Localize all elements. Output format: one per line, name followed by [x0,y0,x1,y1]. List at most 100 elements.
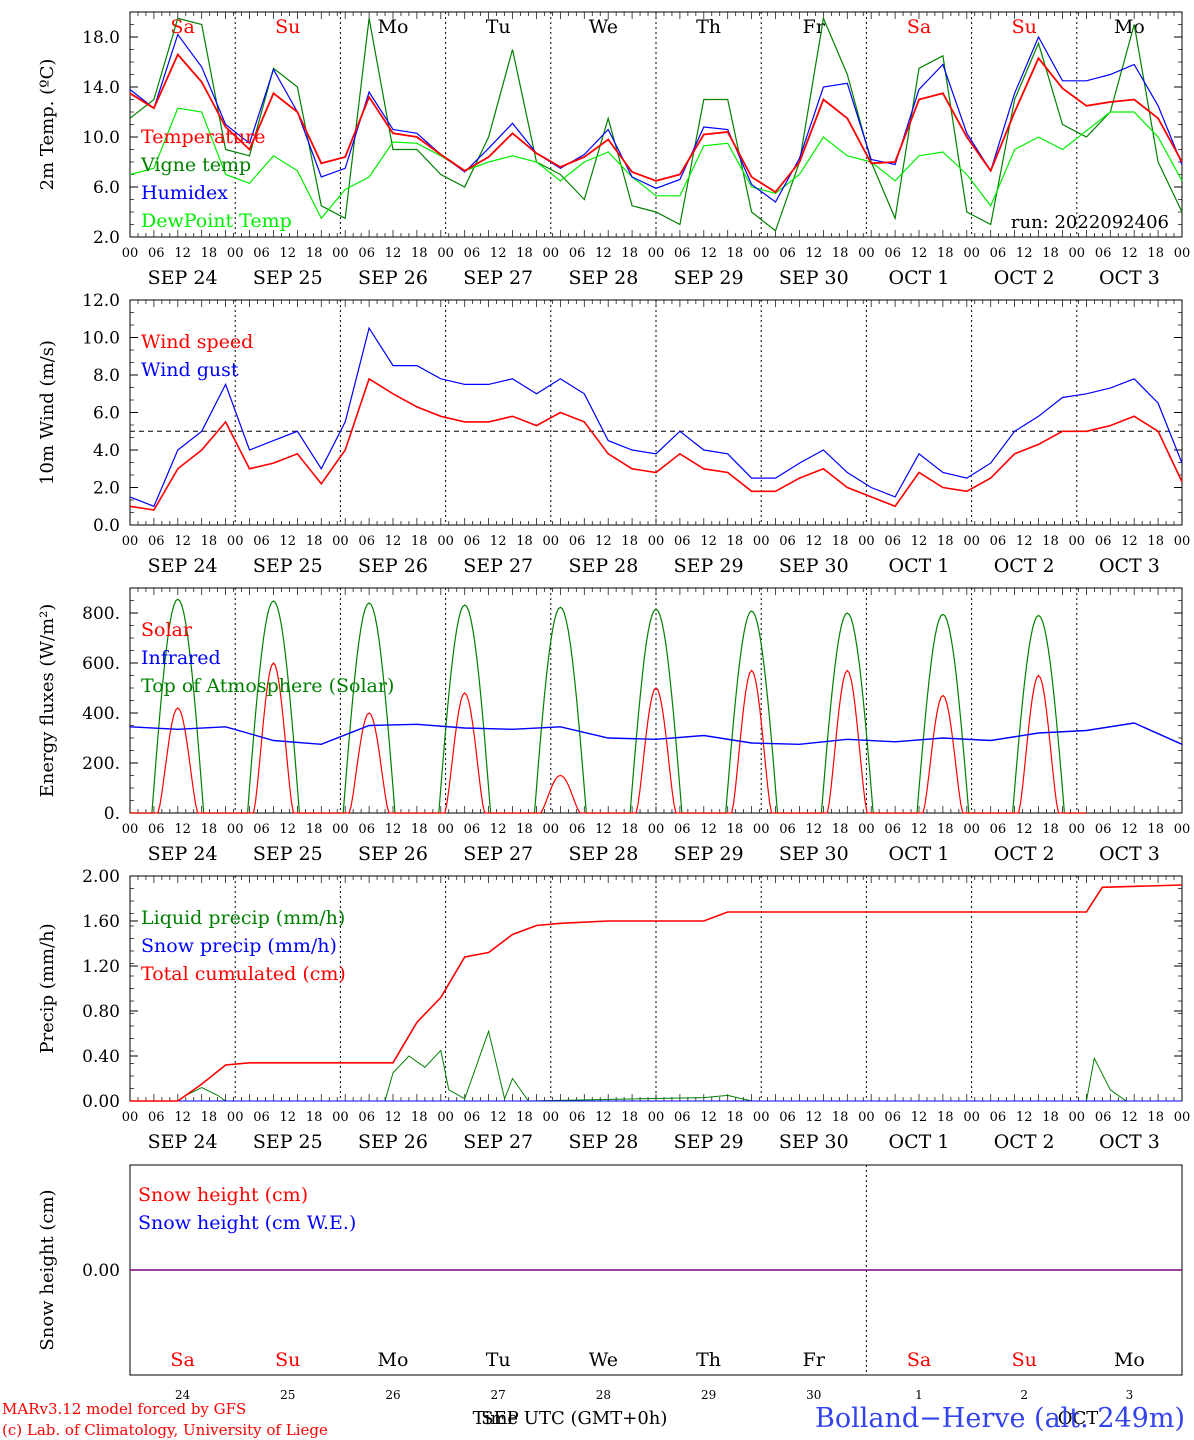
x-tick-label: 06 [884,1110,901,1125]
x-tick-label: 00 [648,822,665,837]
x-tick-label: 12 [280,822,297,837]
date-label: SEP 29 [674,1131,744,1153]
x-tick-label: 00 [858,822,875,837]
x-tick-label: 06 [148,822,165,837]
x-tick-label: 06 [148,246,165,261]
x-tick-label: 18 [201,246,218,261]
legend-entry: Top of Atmosphere (Solar) [141,675,394,697]
x-tick-label: 00 [1174,1110,1191,1125]
date-label: OCT 1 [889,1131,950,1153]
weekday-label: Sa [907,16,931,38]
x-tick-label: 00 [1069,534,1086,549]
day-number-label: 26 [385,1388,400,1402]
x-tick-label: 06 [569,246,586,261]
weekday-label: We [589,1349,618,1371]
x-tick-label: 18 [1042,534,1059,549]
x-tick-label: 18 [411,534,428,549]
legend-entry: Snow height (cm) [138,1184,308,1206]
x-tick-label: 00 [1174,534,1191,549]
x-tick-label: 00 [227,534,244,549]
x-tick-label: 00 [543,534,560,549]
x-tick-label: 12 [174,534,191,549]
legend-entry: Liquid precip (mm/h) [141,907,345,929]
weekday-label: Mo [1114,16,1145,38]
y-tick-label: 12.0 [82,291,120,311]
x-tick-label: 06 [253,1110,270,1125]
date-label: SEP 24 [148,1131,218,1153]
x-tick-label: 18 [306,246,323,261]
x-tick-label: 12 [700,822,717,837]
y-tick-label: 0. [104,804,120,824]
x-tick-label: 12 [595,1110,612,1125]
x-tick-label: 00 [437,246,454,261]
x-tick-label: 00 [122,822,139,837]
x-tick-label: 00 [227,246,244,261]
x-tick-label: 06 [148,534,165,549]
x-tick-label: 12 [1121,1110,1138,1125]
weekday-label: Tu [486,16,511,38]
series-humidex [129,33,1183,203]
x-tick-label: 12 [1016,246,1033,261]
y-tick-label: 1.20 [82,957,120,977]
y-tick-label: 8.0 [93,366,120,386]
weekday-label: Su [275,16,300,38]
y-tick-label: 10.0 [82,128,120,148]
x-tick-label: 06 [358,534,375,549]
weekday-label: Su [1012,1349,1037,1371]
x-tick-label: 00 [227,822,244,837]
date-label: SEP 26 [358,843,428,865]
legend-entry: DewPoint Temp [141,210,292,232]
x-tick-label: 18 [1147,246,1164,261]
x-tick-label: 00 [227,1110,244,1125]
x-tick-label: 18 [1147,822,1164,837]
date-label: SEP 25 [253,843,323,865]
x-tick-label: 18 [1042,822,1059,837]
series-infrared [129,722,1183,746]
x-tick-label: 06 [884,534,901,549]
x-tick-label: 12 [280,534,297,549]
x-tick-label: 06 [253,534,270,549]
panel-2: 0.0 2.0 4.0 6.0 8.0 10.0 12.0 10m Wind (m/s) 00 0… [37,291,1190,577]
x-tick-label: 00 [122,1110,139,1125]
y-tick-label: 600. [82,654,120,674]
day-number-label: 3 [1126,1388,1134,1402]
x-tick-label: 18 [621,534,638,549]
x-tick-label: 06 [990,246,1007,261]
x-tick-label: 18 [516,534,533,549]
x-tick-label: 00 [437,822,454,837]
date-label: SEP 28 [568,1131,638,1153]
x-tick-label: 00 [858,246,875,261]
x-tick-label: 18 [411,1110,428,1125]
x-tick-label: 12 [1016,1110,1033,1125]
date-label: SEP 27 [463,843,533,865]
date-label: SEP 28 [568,555,638,577]
x-tick-label: 00 [437,534,454,549]
series-wind-speed [129,377,1183,511]
precip-series: Liquid precip (mm/h) Snow precip (mm/h) To… [130,884,1183,1102]
date-label: OCT 1 [889,267,950,289]
date-label: SEP 27 [463,1131,533,1153]
x-tick-label: 12 [1016,822,1033,837]
x-tick-label: 18 [306,822,323,837]
x-tick-label: 12 [1121,822,1138,837]
y-tick-label: 400. [82,704,120,724]
x-tick-label: 06 [358,246,375,261]
x-tick-label: 06 [779,1110,796,1125]
day-number-label: 24 [175,1388,191,1402]
x-tick-label: 12 [911,246,928,261]
x-tick-label: 06 [1095,246,1112,261]
x-tick-label: 00 [963,534,980,549]
date-label: OCT 3 [1099,843,1160,865]
x-tick-label: 00 [332,822,349,837]
x-tick-label: 06 [464,822,481,837]
y-tick-label: 14.0 [82,78,120,98]
x-tick-label: 00 [332,246,349,261]
model-credit: MARv3.12 model forced by GFS [2,1400,246,1418]
x-tick-label: 18 [201,534,218,549]
panel-3: 0. 200. 400. 600. 800. Energy fluxes (W/m²) 00… [37,587,1190,865]
x-tick-label: 18 [516,246,533,261]
x-tick-label: 12 [806,1110,823,1125]
x-tick-label: 06 [674,246,691,261]
x-tick-label: 06 [358,1110,375,1125]
x-tick-label: 12 [385,822,402,837]
